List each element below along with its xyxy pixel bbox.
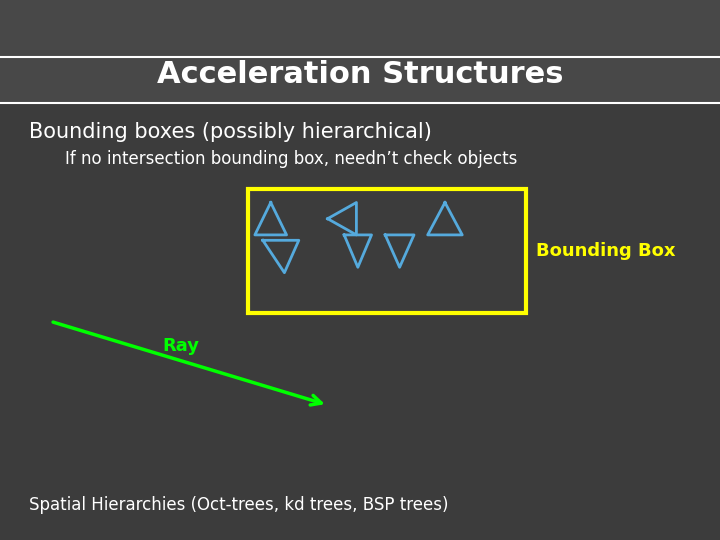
- Text: Ray: Ray: [162, 336, 199, 355]
- Text: Bounding boxes (possibly hierarchical): Bounding boxes (possibly hierarchical): [29, 122, 432, 143]
- Text: Bounding Box: Bounding Box: [536, 242, 676, 260]
- Bar: [248, 189, 526, 313]
- Bar: [0, 0, 720, 103]
- Text: Spatial Hierarchies (Oct-trees, kd trees, BSP trees): Spatial Hierarchies (Oct-trees, kd trees…: [29, 496, 449, 514]
- Text: Acceleration Structures: Acceleration Structures: [157, 60, 563, 89]
- Text: If no intersection bounding box, needn’t check objects: If no intersection bounding box, needn’t…: [65, 150, 517, 168]
